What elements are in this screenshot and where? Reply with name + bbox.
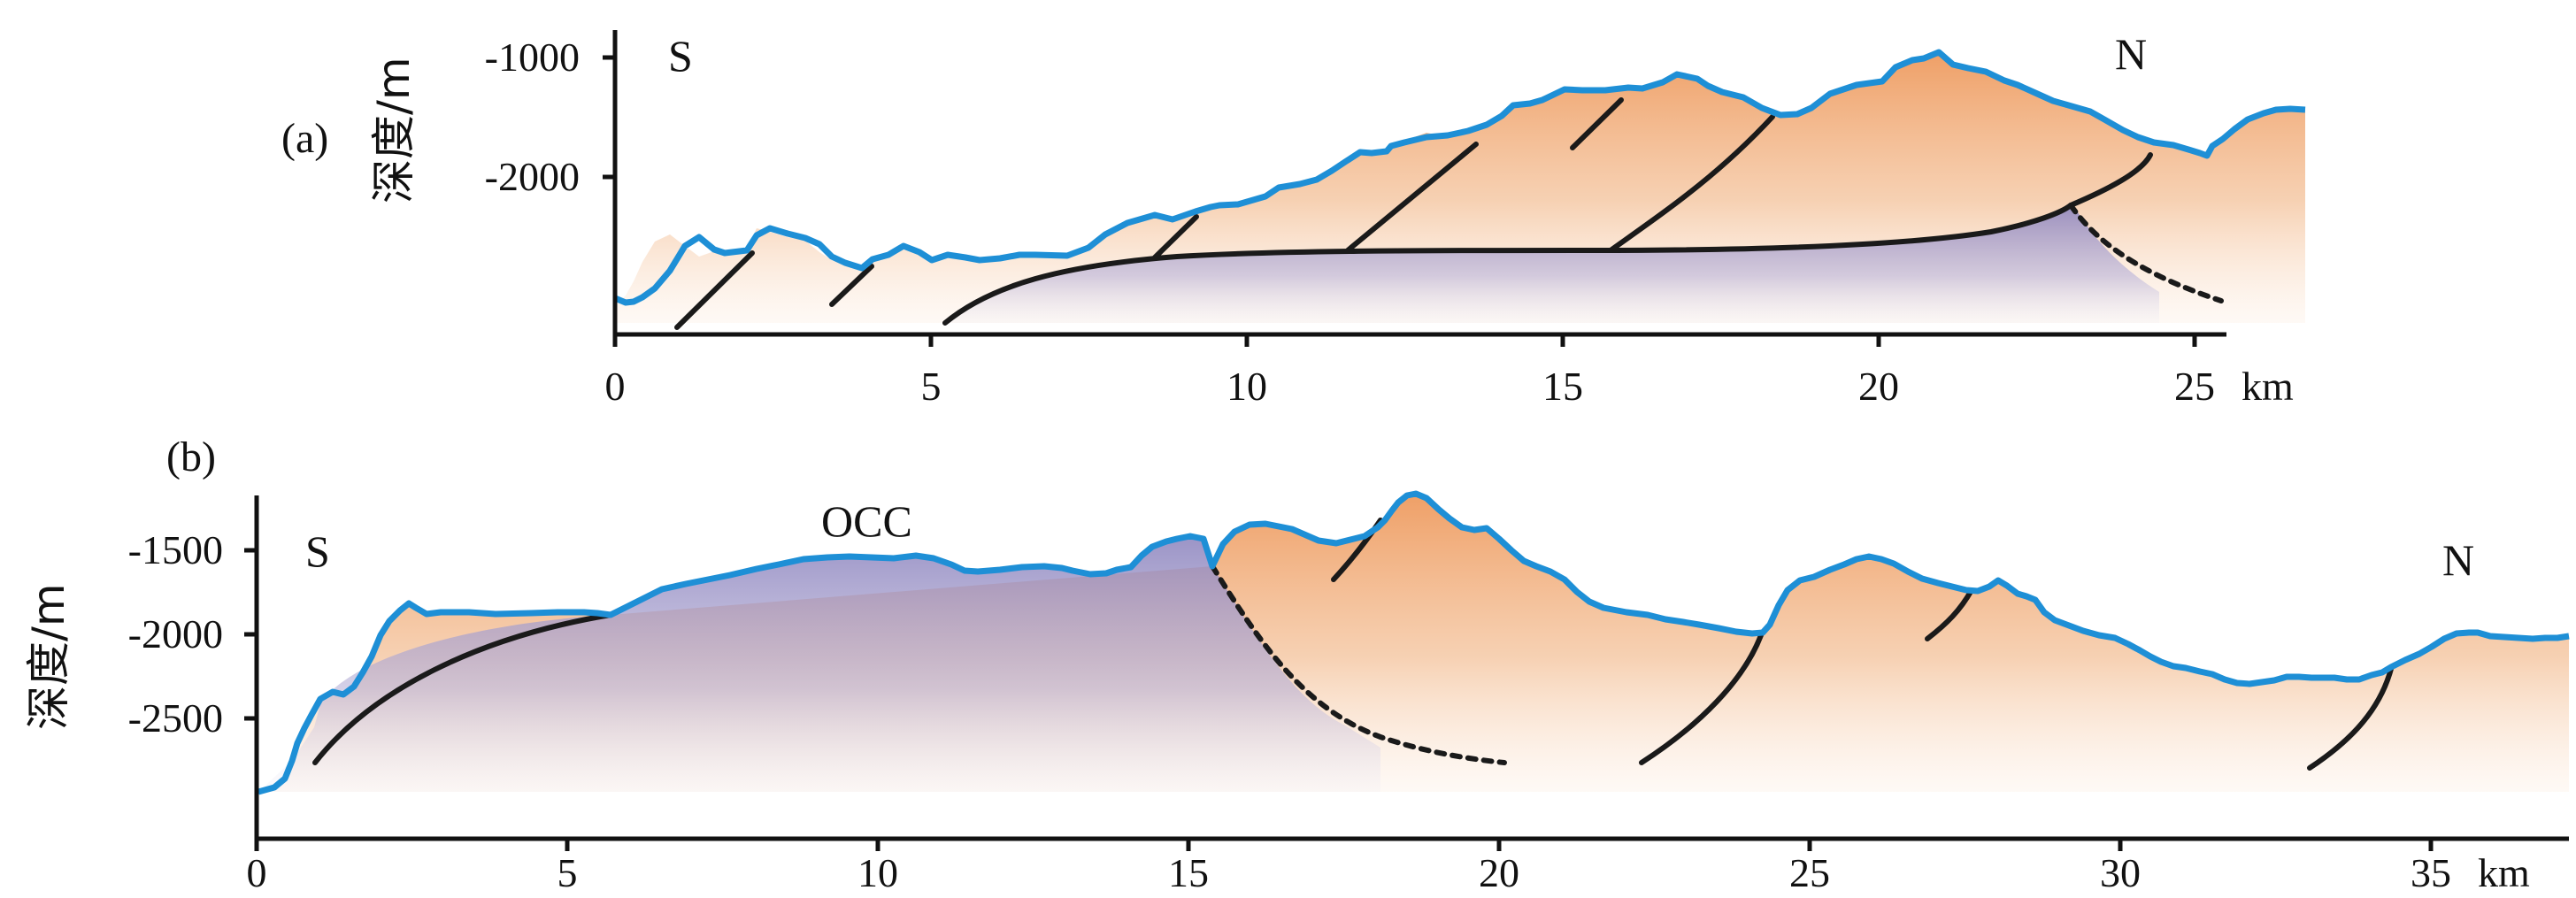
panel-a-x-label-10: 10 (1226, 364, 1267, 409)
panel-b-label: (b) (166, 434, 216, 480)
panel-a-faults (674, 97, 2224, 330)
panel-b-axes (244, 495, 2569, 851)
panel-b-y-tick-labels: -1500 -2000 -2500 (128, 527, 223, 741)
panel-b-south-marker: S (305, 526, 330, 576)
panel-a-y-tick-labels: -1000 -2000 (485, 35, 580, 199)
panel-b-x-label-35: 35 (2411, 850, 2451, 895)
panel-b-y-axis-title: 深度/m (23, 583, 74, 730)
panel-b-detachment-projection (1210, 564, 1507, 765)
panel-a-fault-5 (1570, 97, 1624, 150)
panel-a-x-label-5: 5 (921, 364, 942, 409)
panel-b: (b) 深度/m (23, 434, 2570, 895)
panel-b-footwall-fill (258, 536, 1380, 792)
panel-b-y-label-2500: -2500 (128, 695, 223, 741)
panel-b-x-label-20: 20 (1479, 850, 1519, 895)
panel-b-fault-3 (1925, 587, 1974, 641)
panel-b-x-label-5: 5 (557, 850, 578, 895)
panel-a-detachment-projection (2068, 203, 2224, 303)
panel-a-x-label-15: 15 (1542, 364, 1583, 409)
panel-b-x-label-15: 15 (1168, 850, 1209, 895)
panel-a-north-marker: N (2115, 29, 2147, 79)
panel-b-occ-label: OCC (821, 496, 912, 546)
panel-b-x-tick-labels: 0 5 10 15 20 25 30 35 km (247, 850, 2531, 895)
panel-a-fault-6 (1608, 114, 1775, 253)
panel-a-y-label-1000: -1000 (485, 35, 580, 80)
panel-b-seafloor (258, 490, 2570, 795)
panel-a-y-axis-title: 深度/m (368, 57, 419, 203)
panel-a-fault-4 (1345, 142, 1479, 253)
panel-a: (a) 深度/m (281, 29, 2306, 409)
panel-a-label: (a) (281, 115, 328, 162)
panel-a-fault-1 (674, 250, 755, 330)
panel-b-fault-2 (1639, 633, 1764, 765)
panel-b-north-marker: N (2442, 535, 2474, 585)
panel-b-x-label-10: 10 (857, 850, 898, 895)
panel-b-x-label-25: 25 (1789, 850, 1830, 895)
panel-a-x-unit: km (2242, 364, 2294, 409)
panel-a-x-label-20: 20 (1858, 364, 1899, 409)
panel-b-x-unit: km (2478, 850, 2530, 895)
panel-b-y-label-2000: -2000 (128, 611, 223, 656)
panel-a-x-tick-labels: 0 5 10 15 20 25 km (605, 364, 2295, 409)
panel-a-y-label-2000: -2000 (485, 154, 580, 199)
panel-b-x-label-0: 0 (247, 850, 267, 895)
panel-a-south-marker: S (668, 31, 693, 81)
panel-a-fault-3 (1152, 214, 1199, 260)
panel-b-x-label-30: 30 (2100, 850, 2141, 895)
panel-b-fault-4 (2307, 666, 2394, 771)
panel-a-footwall-fill (945, 205, 2159, 323)
panel-a-fault-2 (829, 264, 874, 307)
panel-a-x-label-0: 0 (605, 364, 626, 409)
panel-a-axes (603, 30, 2226, 347)
panel-a-detachment (942, 152, 2153, 326)
panel-a-x-label-25: 25 (2174, 364, 2215, 409)
panel-b-detachment-occ (312, 612, 613, 765)
panel-b-y-label-1500: -1500 (128, 527, 223, 572)
panel-a-seafloor (613, 49, 2306, 306)
